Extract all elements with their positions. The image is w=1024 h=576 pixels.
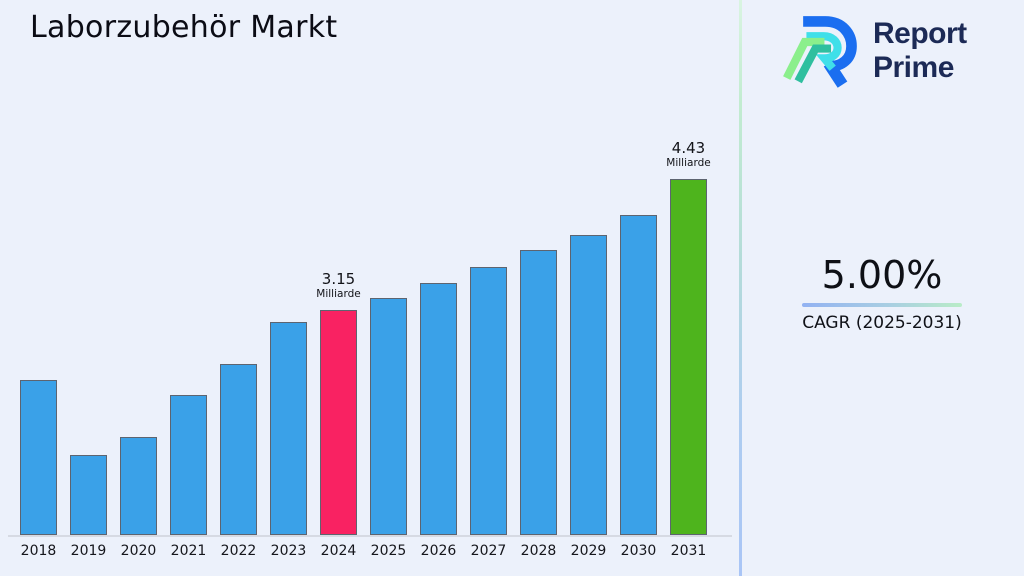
x-tick-2023: 2023 [270,543,307,559]
x-axis-line [8,535,732,537]
bar-annotation-2024: 3.15 Milliarde [294,271,384,301]
brand-name-line1: Report [873,17,967,50]
bar-2018 [20,380,57,535]
bar-2021 [170,395,207,535]
x-tick-2021: 2021 [170,543,207,559]
bar-2025 [370,298,407,535]
annotation-unit-2024: Milliarde [316,288,361,300]
cagr-panel: 5.00% CAGR (2025-2031) [740,252,1024,333]
x-tick-2024: 2024 [320,543,357,559]
bar-2024 [320,310,357,535]
page-title: Laborzubehör Markt [30,10,338,45]
x-tick-2029: 2029 [570,543,607,559]
bar-2020 [120,437,157,535]
x-tick-2028: 2028 [520,543,557,559]
bar-2029 [570,235,607,535]
bar-2030 [620,215,657,535]
bar-2019 [70,455,107,535]
x-tick-2022: 2022 [220,543,257,559]
bar-2027 [470,267,507,535]
bar-2023 [270,322,307,535]
x-tick-2018: 2018 [20,543,57,559]
x-tick-2030: 2030 [620,543,657,559]
bar-annotation-2031: 4.43 Milliarde [644,140,734,170]
bar-2026 [420,283,457,535]
market-bar-chart: 2018 2019 2020 2021 2022 2023 2024 2025 2026 2027… [8,140,734,559]
x-tick-2027: 2027 [470,543,507,559]
bar-2022 [220,364,257,535]
bar-2031 [670,179,707,535]
x-tick-2020: 2020 [120,543,157,559]
annotation-value-2024: 3.15 [321,270,356,288]
annotation-value-2031: 4.43 [671,139,706,157]
brand-name-line2: Prime [873,51,954,84]
x-tick-2031: 2031 [670,543,707,559]
cagr-underline [802,303,962,307]
vertical-divider [739,0,742,576]
cagr-label: CAGR (2025-2031) [802,313,962,333]
report-prime-logo: Report Prime [780,10,967,92]
x-tick-2019: 2019 [70,543,107,559]
report-prime-logo-icon [783,16,857,88]
cagr-value: 5.00% [821,253,943,297]
x-tick-2026: 2026 [420,543,457,559]
annotation-unit-2031: Milliarde [666,157,711,169]
bar-2028 [520,250,557,535]
brand-name: Report Prime [873,17,967,85]
x-tick-2025: 2025 [370,543,407,559]
